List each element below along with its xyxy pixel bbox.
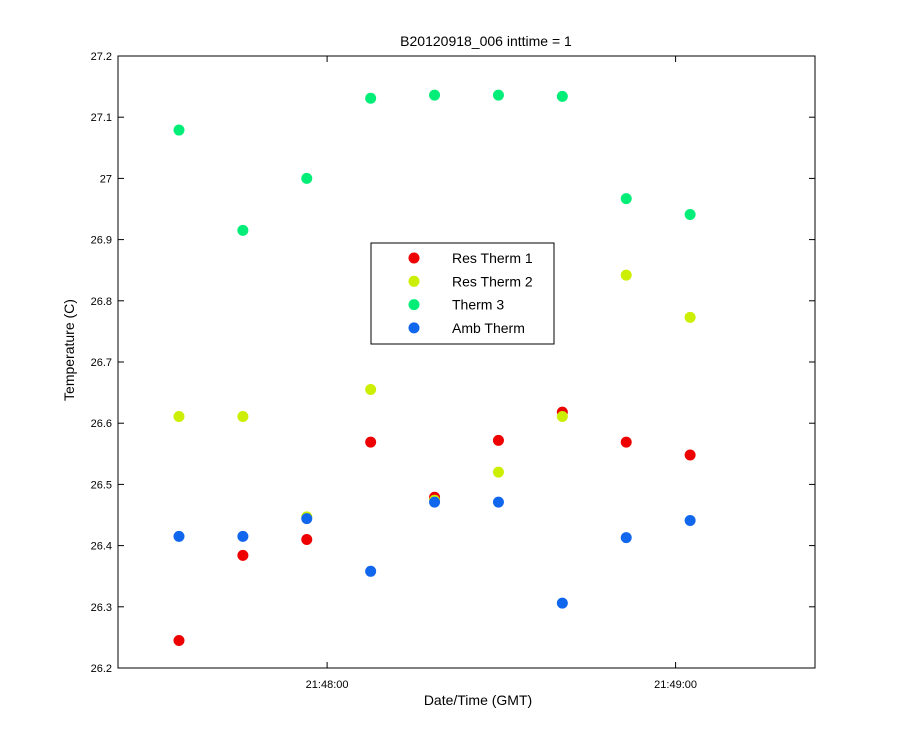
x-axis-label: Date/Time (GMT) <box>424 692 532 708</box>
legend-marker-res-therm-2 <box>408 275 420 287</box>
amb-therm-point <box>365 565 377 577</box>
legend-label-therm-3: Therm 3 <box>452 297 504 313</box>
therm-3-point <box>620 193 632 205</box>
therm-3-point <box>301 172 313 184</box>
y-tick-label: 27.1 <box>91 112 112 124</box>
y-tick-label: 26.3 <box>91 602 112 614</box>
y-tick-label: 27 <box>100 173 112 185</box>
res-therm-1-point <box>684 449 696 461</box>
y-tick-label: 26.7 <box>91 357 112 369</box>
y-tick-label: 26.5 <box>91 479 112 491</box>
amb-therm-point <box>492 496 504 508</box>
y-tick-label: 26.2 <box>91 663 112 675</box>
amb-therm-point <box>301 513 313 525</box>
res-therm-2-point <box>556 410 568 422</box>
res-therm-2-point <box>492 466 504 478</box>
therm-3-point <box>173 124 185 136</box>
amb-therm-point <box>556 597 568 609</box>
legend-label-res-therm-1: Res Therm 1 <box>452 250 533 266</box>
x-tick-label: 21:48:00 <box>306 679 349 691</box>
res-therm-1-point <box>365 436 377 448</box>
therm-3-point <box>684 209 696 221</box>
legend-marker-amb-therm <box>408 322 420 334</box>
legend-label-amb-therm: Amb Therm <box>452 320 525 336</box>
therm-3-point <box>237 224 249 236</box>
res-therm-1-point <box>620 436 632 448</box>
res-therm-1-point <box>301 533 313 545</box>
plot-area: 26.2 26.3 26.4 26.5 26.6 26.7 26.8 26.9 27 27.1 27… <box>91 51 816 691</box>
amb-therm-point <box>237 530 249 542</box>
therm-3-point <box>365 92 377 104</box>
y-tick-label: 27.2 <box>91 51 112 63</box>
y-tick-label: 26.8 <box>91 296 112 308</box>
res-therm-2-point <box>620 269 632 281</box>
y-tick-label: 26.4 <box>91 541 112 553</box>
y-axis-label: Temperature (C) <box>61 299 77 401</box>
res-therm-2-point <box>365 384 377 396</box>
legend-box <box>370 242 555 345</box>
plot-frame <box>117 55 816 669</box>
therm-3-point <box>429 89 441 101</box>
amb-therm-point <box>620 532 632 544</box>
x-tick-label: 21:49:00 <box>654 679 697 691</box>
legend-marker-res-therm-1 <box>408 252 420 264</box>
legend-label-res-therm-2: Res Therm 2 <box>452 273 533 289</box>
legend-marker-therm-3 <box>408 299 420 311</box>
amb-therm-point <box>684 515 696 527</box>
res-therm-2-point <box>173 410 185 422</box>
y-tick-label: 26.6 <box>91 418 112 430</box>
y-tick-label: 26.9 <box>91 235 112 247</box>
res-therm-1-point <box>173 634 185 646</box>
therm-3-point <box>492 89 504 101</box>
chart-title: B20120918_006 inttime = 1 <box>400 33 572 49</box>
amb-therm-point <box>429 496 441 508</box>
amb-therm-point <box>173 530 185 542</box>
therm-3-point <box>556 90 568 102</box>
res-therm-1-point <box>237 549 249 561</box>
res-therm-2-point <box>237 410 249 422</box>
legend: Res Therm 1 Res Therm 2 Therm 3 Amb Therm <box>370 242 555 345</box>
res-therm-1-point <box>492 434 504 446</box>
res-therm-2-point <box>684 311 696 323</box>
